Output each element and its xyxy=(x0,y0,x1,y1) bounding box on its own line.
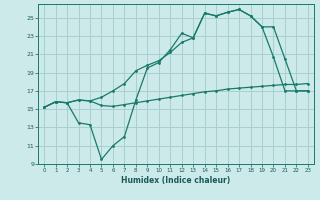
X-axis label: Humidex (Indice chaleur): Humidex (Indice chaleur) xyxy=(121,176,231,185)
